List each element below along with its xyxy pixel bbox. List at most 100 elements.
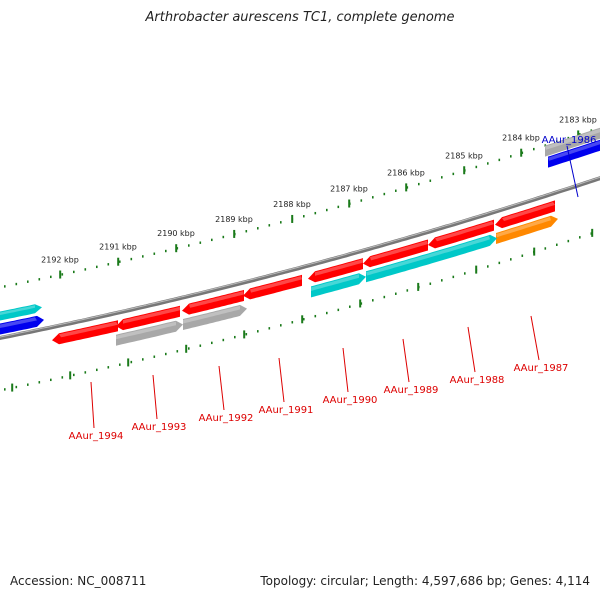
gene-label-AAur_1986[interactable]: AAur_1986: [542, 135, 597, 198]
minor-tick: [452, 275, 455, 279]
gene-AAur_1993[interactable]: [116, 305, 180, 331]
minor-tick: [211, 238, 213, 242]
minor-tick: [15, 385, 18, 389]
minor-tick: [579, 236, 581, 239]
gene-label-AAur_1994[interactable]: AAur_1994: [69, 381, 124, 442]
gene-body: [428, 219, 494, 249]
minor-tick: [27, 383, 29, 386]
major-tick: [185, 344, 188, 353]
scale-label: 2185 kbp: [445, 151, 483, 160]
minor-tick: [567, 239, 570, 243]
minor-tick: [372, 196, 374, 199]
gene-body: [363, 239, 428, 268]
gene-label-AAur_1987[interactable]: AAur_1987: [514, 315, 569, 374]
minor-tick: [211, 341, 213, 345]
gene-label-text: AAur_1989: [384, 385, 439, 396]
scale-label: 2189 kbp: [215, 215, 253, 224]
minor-tick: [441, 279, 443, 282]
major-tick: [11, 383, 14, 392]
gene-label-AAur_1991[interactable]: AAur_1991: [259, 357, 314, 416]
minor-tick: [303, 215, 305, 218]
minor-tick: [487, 162, 489, 165]
gene-cyan-lower-a[interactable]: [366, 234, 497, 283]
minor-tick: [130, 360, 133, 364]
gene-label-AAur_1988[interactable]: AAur_1988: [450, 326, 505, 386]
major-tick: [69, 371, 72, 380]
minor-tick: [234, 335, 236, 339]
scale-label: 2190 kbp: [157, 229, 195, 238]
gene-AAur_1992[interactable]: [182, 289, 244, 315]
minor-tick: [406, 289, 409, 292]
major-tick: [463, 166, 466, 175]
minor-tick: [521, 151, 524, 154]
gene-AAur_1988[interactable]: [428, 219, 494, 249]
minor-tick: [245, 333, 248, 336]
gene-label-AAur_1992[interactable]: AAur_1992: [199, 365, 254, 424]
scale-label: 2184 kbp: [502, 134, 540, 143]
major-tick: [520, 148, 523, 157]
minor-tick: [383, 192, 386, 196]
gene-AAur_1994[interactable]: [52, 320, 118, 345]
major-tick: [591, 228, 594, 237]
gene-highlight: [116, 321, 176, 340]
major-tick: [59, 270, 62, 279]
gene-AAur_1986[interactable]: [548, 139, 600, 168]
leader-line: [467, 326, 476, 373]
gene-highlight: [0, 317, 37, 328]
gene-AAur_1987[interactable]: [496, 215, 558, 244]
gene-label-AAur_1989[interactable]: AAur_1989: [384, 338, 439, 396]
gene-AAur_1991[interactable]: [243, 274, 302, 300]
gene-cyan-lower-b[interactable]: [311, 273, 366, 298]
upper-scale-ruler: 2192 kbp 2191 kbp 2190 kbp 2189 kbp 2188 kbp…: [4, 115, 597, 288]
gene-highlight: [189, 291, 244, 308]
gene-highlight: [370, 240, 428, 261]
gene-highlight: [435, 221, 494, 242]
leader-line: [530, 315, 540, 361]
minor-tick: [326, 208, 328, 212]
gene-label-AAur_1993[interactable]: AAur_1993: [132, 374, 187, 433]
gene-label-AAur_1990[interactable]: AAur_1990: [323, 347, 378, 406]
scale-label: 2186 kbp: [387, 168, 425, 177]
gene-gray-lower-b[interactable]: [116, 320, 183, 346]
gene-gray-lower-a[interactable]: [183, 304, 247, 330]
minor-tick: [418, 182, 420, 186]
minor-tick: [50, 275, 52, 279]
gene-blue-left[interactable]: [0, 315, 44, 337]
gene-body: [496, 215, 558, 244]
minor-tick: [268, 224, 271, 227]
gene-highlight: [250, 276, 302, 293]
gene-AAur_1988-b[interactable]: [495, 200, 555, 229]
minor-tick: [130, 257, 133, 261]
minor-tick: [27, 280, 29, 283]
minor-tick: [441, 176, 443, 179]
gene-highlight: [315, 259, 363, 276]
minor-tick: [314, 314, 317, 318]
minor-tick: [395, 189, 397, 192]
major-tick: [577, 130, 580, 139]
minor-tick: [464, 272, 466, 275]
gene-body: [366, 234, 497, 283]
major-tick: [417, 282, 420, 291]
gene-cyan-left[interactable]: [0, 304, 42, 322]
minor-tick: [84, 371, 87, 374]
minor-tick: [314, 211, 317, 215]
minor-tick: [510, 155, 512, 158]
backbone-highlight: [0, 176, 600, 338]
gene-AAur_1989[interactable]: [363, 239, 428, 268]
minor-tick: [268, 327, 271, 330]
gene-gray-forward-top[interactable]: [545, 127, 600, 157]
minor-tick: [544, 247, 547, 250]
leader-line: [152, 374, 158, 420]
gene-body: [0, 304, 42, 321]
minor-tick: [579, 133, 581, 136]
topology-text: Topology: circular; Length: 4,597,686 bp…: [260, 574, 590, 588]
gene-AAur_1990[interactable]: [308, 258, 363, 283]
minor-tick: [119, 260, 121, 263]
leader-line: [278, 357, 285, 403]
gene-label-text: AAur_1990: [323, 395, 378, 406]
gene-highlight: [366, 236, 490, 276]
minor-tick: [556, 140, 558, 143]
minor-tick: [188, 244, 190, 247]
leader-line: [90, 381, 95, 429]
minor-tick: [153, 355, 156, 358]
